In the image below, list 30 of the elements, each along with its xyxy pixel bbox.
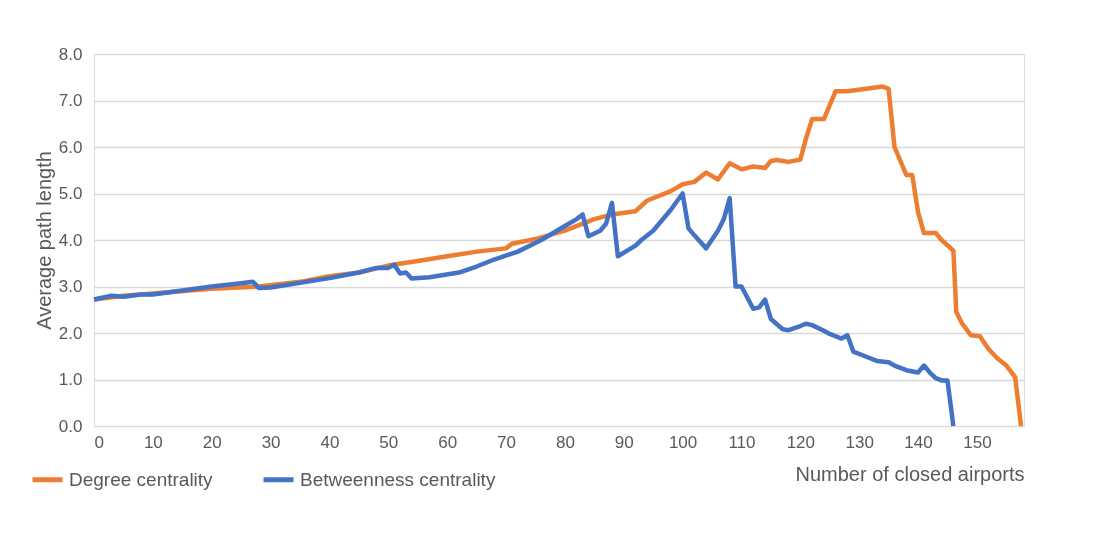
line-series	[91, 191, 956, 429]
x-tick-label: 110	[728, 432, 756, 452]
x-tick-label: 80	[555, 432, 575, 452]
x-tick-label: 70	[497, 432, 516, 452]
x-tick-label: 60	[438, 432, 458, 452]
x-tick-label: 50	[379, 432, 399, 452]
x-tick-label: 0	[94, 432, 104, 452]
legend-label: Degree centrality	[69, 468, 214, 490]
legend-label: Betweenness centrality	[300, 468, 496, 490]
x-axis-title: Number of closed airports	[795, 462, 1025, 485]
y-tick-label: 5.0	[58, 184, 83, 203]
y-tick-label: 6.0	[58, 137, 83, 157]
y-tick-label: 8.0	[58, 44, 83, 64]
y-tick-label: 3.0	[58, 277, 83, 296]
y-tick-label: 7.0	[58, 91, 83, 110]
x-tick-label: 150	[963, 432, 992, 452]
x-tick-label: 90	[614, 432, 634, 452]
y-tick-label: 0.0	[58, 416, 83, 436]
x-tick-label: 30	[261, 432, 281, 452]
y-tick-label: 4.0	[58, 230, 83, 250]
x-tick-label: 120	[786, 432, 816, 452]
x-tick-label: 100	[668, 432, 698, 452]
y-tick-label: 1.0	[58, 370, 83, 389]
y-tick-label: 2.0	[58, 323, 83, 343]
x-tick-label: 130	[845, 432, 874, 452]
x-tick-label: 10	[143, 432, 163, 452]
x-tick-label: 140	[904, 432, 933, 452]
y-axis-title: Average path length	[32, 151, 55, 330]
x-tick-label: 20	[202, 432, 222, 452]
x-tick-label: 40	[320, 432, 340, 452]
